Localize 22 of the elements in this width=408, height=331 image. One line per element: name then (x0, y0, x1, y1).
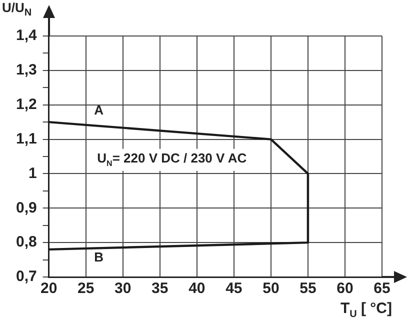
y-tick-label: 0,7 (16, 268, 37, 286)
x-tick-label: 20 (40, 280, 58, 298)
x-tick-label: 55 (300, 280, 316, 298)
x-tick-label: 30 (114, 280, 132, 298)
x-axis-title: T$_{U}$ [ °C] (340, 300, 392, 320)
x-tick-label: 50 (262, 280, 280, 298)
y-tick-label: 0,8 (16, 234, 37, 251)
y-axis-title: U/U$_{N}$ (2, 0, 32, 19)
y-tick-label: 1,4 (16, 27, 38, 44)
x-tick-label: 60 (336, 280, 354, 298)
annotation: B (94, 249, 104, 264)
y-tick-label: 1,1 (16, 130, 37, 148)
y-tick-label: 1 (28, 164, 37, 182)
x-tick-label: 45 (226, 280, 242, 298)
x-tick-label: 40 (188, 280, 206, 298)
annotation: A (94, 102, 104, 118)
y-tick-label: 1,2 (16, 96, 37, 113)
x-tick-label: 35 (152, 280, 168, 298)
x-tick-label: 25 (78, 280, 94, 298)
x-tick-label: 65 (374, 280, 390, 298)
y-tick-label: 0,9 (16, 199, 37, 216)
y-tick-label: 1,3 (16, 62, 37, 79)
